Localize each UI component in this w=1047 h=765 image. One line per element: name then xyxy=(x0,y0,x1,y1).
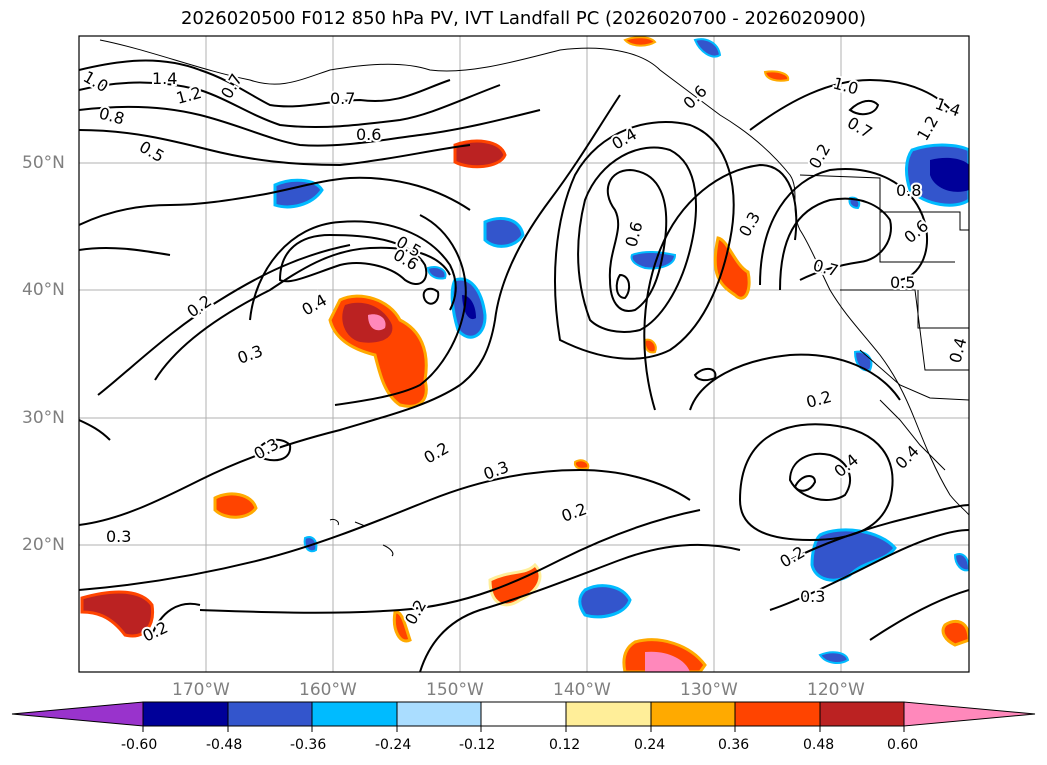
colorbar-tick-label: -0.12 xyxy=(459,737,496,753)
colorbar-tick-label: -0.48 xyxy=(206,737,243,753)
anomaly-positive xyxy=(763,70,790,82)
contour-label: 0.4 xyxy=(891,441,922,472)
anomaly-negative xyxy=(930,157,969,192)
contour-label: 0.3 xyxy=(106,527,131,546)
colorbar-segment xyxy=(565,701,652,727)
anomaly-negative xyxy=(953,553,969,572)
contour-label: 1.0 xyxy=(80,67,112,96)
contour-label: 0.8 xyxy=(896,181,921,200)
lat-tick-label: 20°N xyxy=(22,535,65,555)
contour-label: 0.2 xyxy=(804,387,834,412)
anomaly-positive xyxy=(392,610,412,643)
coastlines xyxy=(99,39,969,557)
colorbar-extend-high xyxy=(903,701,1036,727)
colorbar-tick-label: 0.48 xyxy=(803,737,835,753)
anomaly-negative xyxy=(578,584,632,619)
lon-tick-label: 140°W xyxy=(553,680,611,700)
colorbar-segment xyxy=(480,701,567,727)
pv-contours xyxy=(79,59,969,672)
contour-label: 0.2 xyxy=(777,542,809,571)
contour-label: 1.2 xyxy=(913,112,942,144)
contour-label: 0.4 xyxy=(830,450,862,481)
anomaly-negative xyxy=(818,651,850,664)
contour-label: 0.4 xyxy=(609,124,641,153)
contour-label: 1.0 xyxy=(831,74,861,99)
colorbar-tick-label: -0.36 xyxy=(290,737,327,753)
contour-label: 0.3 xyxy=(481,457,511,484)
anomaly-positive xyxy=(213,492,258,519)
contour-label: 0.7 xyxy=(811,256,841,281)
contour-label: 0.3 xyxy=(735,208,764,240)
contour-label: 1.4 xyxy=(152,69,177,88)
contour-label: 0.2 xyxy=(559,499,589,526)
contour-label: 0.2 xyxy=(805,140,834,172)
contour-label: 0.7 xyxy=(330,89,355,108)
lon-tick-label: 150°W xyxy=(426,680,484,700)
gridlines xyxy=(79,36,969,672)
contour-label: 0.6 xyxy=(356,125,381,144)
anomaly-positive xyxy=(713,236,751,300)
anomaly-negative xyxy=(630,251,677,270)
contour-label: 0.5 xyxy=(136,137,168,166)
colorbar-tick-label: 0.12 xyxy=(549,737,581,753)
anomaly-positive xyxy=(645,651,690,672)
contour-label: 0.2 xyxy=(183,291,215,321)
colorbar-extend-low xyxy=(11,701,144,727)
anomaly-negative xyxy=(693,38,722,58)
contour-label: 0.6 xyxy=(679,81,710,112)
colorbar-segment xyxy=(227,701,313,727)
lat-tick-label: 40°N xyxy=(22,280,65,300)
lon-tick-label: 130°W xyxy=(680,680,738,700)
lat-tick-label: 30°N xyxy=(22,408,65,428)
colorbar-tick-label: 0.36 xyxy=(718,737,750,753)
anomaly-positive xyxy=(573,459,590,470)
colorbar-tick-label: 0.60 xyxy=(887,737,919,753)
colorbar-tick-label: -0.60 xyxy=(121,737,158,753)
colorbar-segment xyxy=(142,701,229,727)
lat-tick-label: 50°N xyxy=(22,153,65,173)
anomaly-positive xyxy=(368,314,386,331)
anomaly-positive xyxy=(941,619,969,647)
contour-label: 0.2 xyxy=(421,438,453,467)
colorbar-segment xyxy=(311,701,398,727)
colorbar-tick-label: -0.24 xyxy=(375,737,412,753)
anomaly-negative xyxy=(483,217,525,248)
colorbar-segment xyxy=(734,701,821,727)
map-frame xyxy=(78,35,970,673)
lon-tick-label: 170°W xyxy=(172,680,230,700)
anomaly-negative xyxy=(273,178,324,209)
contour-label: 0.3 xyxy=(800,587,825,606)
contour-label: 0.7 xyxy=(844,113,876,142)
contour-label: 0.3 xyxy=(235,341,265,368)
anomaly-positive xyxy=(80,590,155,638)
colorbar-ticks xyxy=(142,726,905,732)
contour-label: 0.4 xyxy=(299,290,331,319)
contour-label: 0.7 xyxy=(217,70,246,102)
contour-label: 0.4 xyxy=(946,336,971,366)
contour-label: 0.6 xyxy=(622,220,647,250)
contour-label: 1.2 xyxy=(174,83,204,108)
anomaly-positive xyxy=(643,338,657,354)
contour-label: 0.5 xyxy=(890,273,915,292)
lon-tick-label: 160°W xyxy=(299,680,357,700)
contour-label: 1.4 xyxy=(933,94,963,121)
anomaly-positive xyxy=(623,36,657,47)
colorbar-segment xyxy=(819,701,905,727)
anomaly-positive xyxy=(453,139,507,169)
colorbar-tick-label: 0.24 xyxy=(634,737,666,753)
anomaly-positive xyxy=(342,302,393,343)
map-title: 2026020500 F012 850 hPa PV, IVT Landfall… xyxy=(180,8,867,29)
colorbar-segment xyxy=(396,701,482,727)
anomaly-negative xyxy=(426,266,447,280)
colorbar xyxy=(11,701,1036,732)
colorbar-segment xyxy=(650,701,736,727)
lon-tick-label: 120°W xyxy=(807,680,865,700)
